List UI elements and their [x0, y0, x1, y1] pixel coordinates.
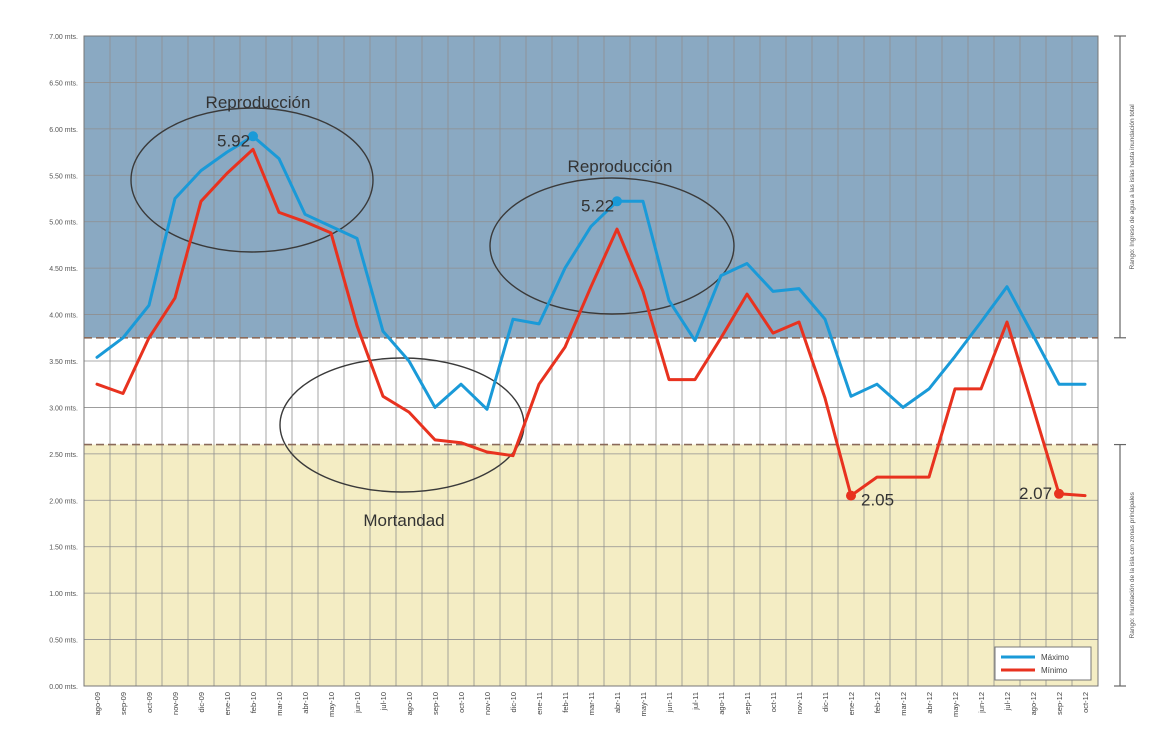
y-tick-label: 2.00 mts.: [49, 498, 78, 505]
x-tick-label: jul-12: [1003, 692, 1012, 711]
x-tick-label: feb-11: [561, 692, 570, 713]
y-axis-ticks: 0.00 mts. 0.50 mts. 1.00 mts. 1.50 mts. 2.00…: [49, 34, 78, 691]
x-tick-label: dic-10: [509, 692, 518, 712]
series-layer: [95, 134, 1087, 498]
x-tick-label: sep-11: [743, 692, 752, 714]
series-line-minimo: [95, 147, 1087, 498]
grid-layer: [83, 35, 1099, 687]
x-tick-label: ene-10: [223, 692, 232, 715]
x-tick-label: nov-11: [795, 692, 804, 714]
data-point-label: 2.05: [861, 491, 894, 510]
x-axis-ticks: ago-09 sep-09 oct-09 nov-09 dic-09 ene-10 feb-…: [93, 692, 1090, 717]
annotation-ellipse: [130, 107, 374, 253]
y-tick-label: 3.00 mts.: [49, 405, 78, 412]
bands-layer: [84, 36, 1098, 686]
x-tick-label: mar-11: [587, 692, 596, 715]
data-point-label: 5.92: [217, 131, 250, 150]
legend: Máximo Mínimo: [994, 646, 1092, 681]
threshold-layer: [84, 336, 1098, 446]
y-tick-label: 1.50 mts.: [49, 545, 78, 552]
x-tick-label: jul-10: [379, 692, 388, 711]
range-band-1: [84, 444, 1098, 686]
x-tick-label: ene-11: [535, 692, 544, 715]
y-tick-label: 4.00 mts.: [49, 313, 78, 320]
y-tick-label: 6.50 mts.: [49, 80, 78, 87]
annotations-layer: 5.92 5.22 2.05 2.07: [217, 131, 1064, 510]
x-tick-label: dic-11: [821, 692, 830, 712]
x-tick-label: ago-09: [93, 692, 102, 715]
y-tick-label: 5.50 mts.: [49, 173, 78, 180]
y-tick-label: 1.00 mts.: [49, 591, 78, 598]
range-label: Rango: Inundación de la isla con zonas p…: [1129, 491, 1136, 638]
legend-label: Mínimo: [1041, 666, 1068, 675]
x-tick-label: ago-10: [405, 692, 414, 715]
range-band-0: [84, 36, 1098, 338]
x-tick-label: abr-12: [925, 692, 934, 714]
data-point-marker: [612, 196, 622, 207]
annotation-ellipse: [489, 177, 735, 315]
x-tick-label: abr-10: [301, 692, 310, 714]
x-tick-label: abr-11: [613, 692, 622, 713]
x-tick-label: dic-09: [197, 692, 206, 712]
annotation-label: Mortandad: [363, 511, 444, 530]
legend-label: Máximo: [1041, 653, 1070, 662]
data-point-marker: [846, 490, 856, 501]
x-tick-label: feb-12: [873, 692, 882, 713]
x-tick-label: ene-12: [847, 692, 856, 715]
x-tick-label: mar-12: [899, 692, 908, 716]
x-tick-label: sep-09: [119, 692, 128, 715]
x-tick-label: may-11: [639, 692, 648, 716]
legend-box: [994, 646, 1092, 681]
x-tick-label: may-12: [951, 692, 960, 717]
x-tick-label: sep-10: [431, 692, 440, 715]
x-tick-label: feb-10: [249, 692, 258, 713]
y-tick-label: 2.50 mts.: [49, 452, 78, 459]
x-tick-label: jul-11: [691, 692, 700, 711]
x-tick-label: oct-10: [457, 692, 466, 713]
data-point-marker: [248, 131, 258, 142]
x-tick-label: ago-11: [717, 692, 726, 715]
series-line-maximo: [95, 134, 1087, 411]
y-tick-label: 0.50 mts.: [49, 638, 78, 645]
y-tick-label: 7.00 mts.: [49, 34, 78, 41]
x-tick-label: nov-10: [483, 692, 492, 715]
data-point-label: 2.07: [1019, 484, 1052, 503]
y-tick-label: 0.00 mts.: [49, 684, 78, 691]
y-tick-label: 5.00 mts.: [49, 220, 78, 227]
data-point-marker: [1054, 488, 1064, 499]
x-tick-label: ago-12: [1029, 692, 1038, 715]
y-tick-label: 4.50 mts.: [49, 266, 78, 273]
data-point-label: 5.22: [581, 196, 614, 215]
annotation-label: Reproducción: [206, 93, 311, 112]
y-tick-label: 3.50 mts.: [49, 359, 78, 366]
range-brackets: Rango: Ingreso de agua a las islas hasta…: [1114, 35, 1136, 687]
x-tick-label: oct-09: [145, 692, 154, 713]
x-tick-label: jun-11: [665, 692, 674, 713]
x-tick-label: oct-12: [1081, 692, 1090, 713]
x-tick-label: jun-12: [977, 692, 986, 714]
x-tick-label: oct-11: [769, 692, 778, 712]
annotation-label: Reproducción: [568, 157, 673, 176]
x-tick-label: jun-10: [353, 692, 362, 714]
y-tick-label: 6.00 mts.: [49, 127, 78, 134]
plot-frame: [83, 35, 1099, 687]
x-tick-label: nov-09: [171, 692, 180, 715]
x-tick-label: may-10: [327, 692, 336, 717]
range-label: Rango: Ingreso de agua a las islas hasta…: [1129, 104, 1136, 270]
x-tick-label: mar-10: [275, 692, 284, 716]
x-tick-label: sep-12: [1055, 692, 1064, 715]
